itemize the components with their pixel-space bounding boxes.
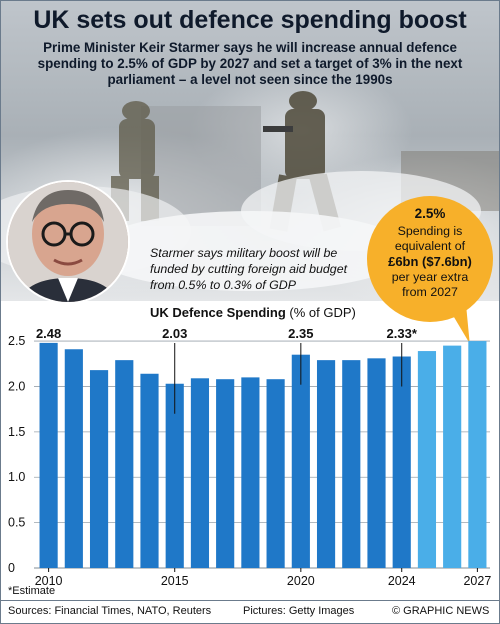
chart-title: UK Defence Spending (% of GDP) xyxy=(150,305,356,320)
data-label: 2.35 xyxy=(288,326,313,341)
callout-line4: from 2027 xyxy=(402,285,458,299)
x-tick-label: 2024 xyxy=(388,574,416,588)
y-tick-label: 1.5 xyxy=(8,425,25,439)
data-label: 2.48 xyxy=(36,326,61,341)
bar xyxy=(443,345,462,568)
bar xyxy=(64,349,83,568)
x-tick-label: 2027 xyxy=(463,574,491,588)
spending-callout: 2.5% Spending is equivalent of £6bn ($7.… xyxy=(367,196,493,322)
bar xyxy=(316,360,336,568)
bar xyxy=(115,360,134,568)
bar xyxy=(266,379,285,568)
y-tick-label: 0.5 xyxy=(8,516,25,530)
bar xyxy=(216,379,235,568)
chart-title-unit: (% of GDP) xyxy=(289,305,356,320)
bar xyxy=(468,341,487,568)
bar xyxy=(342,360,361,568)
y-tick-label: 0 xyxy=(8,561,15,575)
bar xyxy=(417,351,437,568)
y-tick-label: 2.0 xyxy=(8,379,25,393)
bar xyxy=(367,358,386,568)
estimate-footnote: *Estimate xyxy=(8,585,56,597)
y-tick-label: 2.5 xyxy=(8,334,25,348)
footer-rule xyxy=(0,600,500,601)
x-tick-label: 2015 xyxy=(161,574,189,588)
bar xyxy=(140,373,159,568)
data-label: 2.33* xyxy=(387,326,418,341)
callout-line2: equivalent of xyxy=(394,239,466,253)
page-title: UK sets out defence spending boost xyxy=(33,6,467,34)
bar xyxy=(39,342,58,568)
callout-line1: Spending is xyxy=(397,224,463,238)
bar xyxy=(241,377,260,568)
portrait-illustration xyxy=(8,182,128,302)
bar xyxy=(291,354,310,568)
callout-amount: £6bn ($7.6bn) xyxy=(388,254,472,269)
starmer-portrait xyxy=(6,180,130,304)
bar xyxy=(165,383,184,568)
chart-title-main: UK Defence Spending xyxy=(150,305,286,320)
page-subtitle: Prime Minister Keir Starmer says he will… xyxy=(37,40,463,87)
bar xyxy=(392,356,411,568)
footer-pictures: Pictures: Getty Images xyxy=(243,605,355,617)
callout-percent: 2.5% xyxy=(414,206,446,221)
data-label: 2.03 xyxy=(162,326,187,341)
footer-credit: © GRAPHIC NEWS xyxy=(392,605,490,617)
defence-spending-chart: 0 0.5 1.0 1.5 2.0 2.5 2.48 2.03 2.35 2.33* 2010 201… xyxy=(8,326,491,588)
x-tick-label: 2020 xyxy=(287,574,315,588)
bar xyxy=(89,370,109,568)
y-tick-label: 1.0 xyxy=(8,470,25,484)
x-tick-label: 2010 xyxy=(35,574,63,588)
funding-note: Starmer says military boost will be fund… xyxy=(150,246,348,292)
bar xyxy=(190,378,210,568)
callout-line3: per year extra xyxy=(391,270,469,284)
footer-sources: Sources: Financial Times, NATO, Reuters xyxy=(8,605,212,617)
